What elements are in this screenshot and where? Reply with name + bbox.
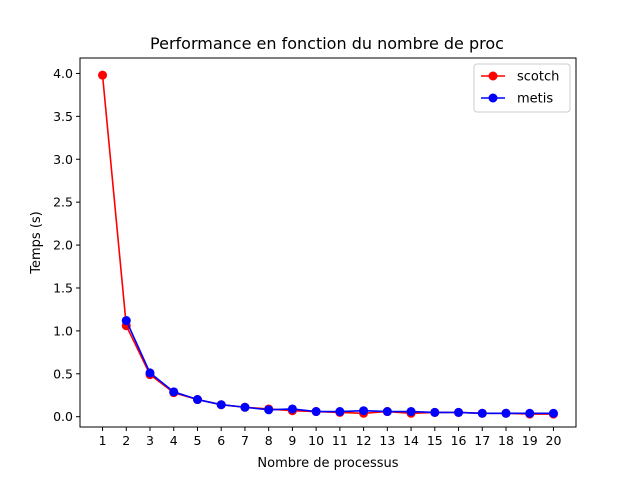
x-tick-label: 14 — [403, 433, 419, 448]
data-point-metis — [335, 407, 345, 417]
y-tick-label: 0.5 — [53, 366, 73, 381]
legend-marker-metis — [488, 93, 498, 103]
data-point-metis — [548, 408, 558, 418]
data-point-metis — [454, 407, 464, 417]
data-point-metis — [264, 405, 274, 415]
x-axis: 1 2 3 4 5 6 7 8 9 10 11 12 13 14 15 16 17 18 19 20 — [99, 427, 562, 448]
data-point-metis — [501, 408, 511, 418]
x-tick-label: 6 — [217, 433, 225, 448]
y-tick-label: 1.5 — [53, 280, 73, 295]
data-point-metis — [477, 408, 487, 418]
x-tick-label: 10 — [308, 433, 324, 448]
legend-marker-scotch — [488, 71, 498, 81]
data-point-metis — [240, 402, 250, 412]
data-point-scotch — [98, 70, 108, 80]
data-point-metis — [121, 316, 131, 326]
x-tick-label: 18 — [498, 433, 514, 448]
legend-label-scotch: scotch — [517, 70, 559, 85]
data-point-metis — [287, 404, 297, 414]
data-point-metis — [359, 406, 369, 416]
x-tick-label: 20 — [546, 433, 562, 448]
x-tick-label: 12 — [356, 433, 372, 448]
data-point-metis — [382, 407, 392, 417]
x-tick-label: 1 — [99, 433, 107, 448]
series-line-metis — [125, 320, 554, 415]
y-tick-label: 4.0 — [53, 66, 73, 81]
series-layer — [98, 70, 558, 419]
x-tick-label: 17 — [474, 433, 490, 448]
legend: scotch metis — [473, 63, 571, 113]
y-tick-label: 3.5 — [53, 109, 73, 124]
x-tick-label: 7 — [241, 433, 249, 448]
y-tick-label: 2.0 — [53, 238, 73, 253]
y-tick-label: 3.0 — [53, 152, 73, 167]
x-tick-label: 9 — [288, 433, 296, 448]
x-tick-label: 8 — [265, 433, 273, 448]
series-line-scotch — [101, 75, 554, 415]
y-axis-label: Temps (s) — [29, 211, 44, 274]
x-tick-label: 19 — [522, 433, 538, 448]
data-point-metis — [216, 400, 226, 410]
data-point-metis — [311, 407, 321, 417]
data-point-metis — [525, 408, 535, 418]
x-tick-label: 4 — [170, 433, 178, 448]
x-tick-label: 13 — [379, 433, 395, 448]
x-tick-label: 5 — [193, 433, 201, 448]
x-tick-label: 3 — [146, 433, 154, 448]
x-tick-label: 11 — [332, 433, 348, 448]
x-axis-label: Nombre de processus — [257, 456, 398, 471]
y-axis: 0.0 0.5 1.0 1.5 2.0 2.5 3.0 3.5 4.0 — [53, 66, 80, 424]
data-point-metis — [406, 407, 416, 417]
y-tick-label: 1.0 — [53, 323, 73, 338]
x-tick-label: 15 — [427, 433, 443, 448]
data-point-metis — [169, 387, 179, 397]
plot-frame — [79, 57, 577, 428]
x-tick-label: 2 — [122, 433, 130, 448]
y-tick-label: 2.5 — [53, 195, 73, 210]
data-point-metis — [145, 368, 155, 378]
y-tick-label: 0.0 — [53, 409, 73, 424]
data-point-metis — [192, 395, 202, 405]
x-tick-label: 16 — [451, 433, 467, 448]
data-point-metis — [430, 407, 440, 417]
legend-label-metis: metis — [517, 92, 553, 107]
chart-title: Performance en fonction du nombre de pro… — [150, 34, 504, 53]
